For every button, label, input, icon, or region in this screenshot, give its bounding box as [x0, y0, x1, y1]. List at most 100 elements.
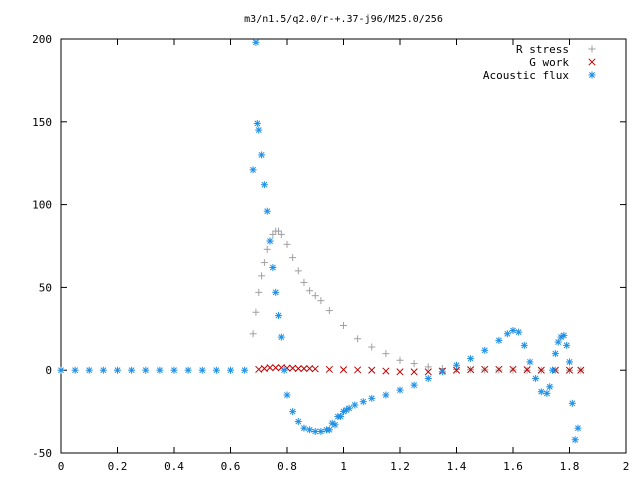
data-point — [396, 368, 404, 376]
data-point — [300, 424, 308, 432]
data-point — [339, 366, 348, 374]
data-point — [325, 426, 333, 434]
data-point — [311, 292, 319, 300]
legend-marker — [588, 71, 596, 79]
data-point — [294, 267, 302, 275]
data-point — [563, 341, 571, 349]
data-point — [396, 386, 404, 394]
data-point — [351, 401, 359, 409]
legend-marker — [588, 45, 596, 53]
data-point — [269, 264, 277, 272]
data-point — [438, 368, 446, 376]
data-point — [331, 421, 339, 429]
data-point — [453, 361, 460, 369]
data-point — [306, 287, 314, 295]
data-point — [255, 126, 263, 134]
data-point — [277, 230, 285, 238]
data-point — [568, 399, 576, 407]
y-tick-label: 0 — [45, 364, 52, 377]
data-point — [551, 350, 559, 358]
data-point — [198, 366, 206, 374]
y-tick-label: -50 — [32, 447, 52, 460]
legend-label: R stress — [516, 43, 569, 56]
data-point — [515, 328, 523, 336]
data-point — [311, 365, 319, 373]
data-point — [71, 366, 79, 374]
data-point — [410, 368, 418, 376]
data-point — [260, 181, 268, 189]
data-point — [571, 436, 579, 444]
data-point — [114, 366, 121, 374]
x-tick-label: 0 — [58, 460, 65, 473]
data-point — [306, 364, 314, 373]
data-point — [467, 366, 475, 374]
data-point — [424, 363, 432, 371]
legend-label: Acoustic flux — [483, 69, 569, 82]
data-point — [537, 388, 545, 396]
x-tick-label: 2 — [623, 460, 630, 473]
data-point — [99, 366, 107, 374]
data-point — [554, 338, 562, 346]
data-point — [212, 366, 220, 374]
data-point — [337, 413, 345, 421]
data-point — [410, 360, 418, 368]
data-point — [289, 408, 297, 416]
legend-label: G work — [529, 56, 569, 69]
data-point — [294, 418, 302, 426]
data-point — [263, 207, 271, 215]
data-point — [249, 166, 257, 174]
y-tick-label: 50 — [39, 281, 52, 294]
data-point — [300, 278, 308, 286]
data-point — [396, 356, 404, 364]
data-point — [537, 366, 545, 374]
series-0 — [249, 227, 585, 374]
data-point — [317, 427, 325, 435]
data-point — [255, 288, 263, 296]
data-point — [317, 297, 325, 305]
data-point — [354, 366, 362, 374]
y-tick-label: 150 — [32, 116, 52, 129]
data-point — [260, 364, 268, 373]
data-point — [275, 312, 283, 320]
data-point — [227, 366, 234, 374]
series-2 — [57, 38, 582, 444]
data-point — [481, 346, 489, 354]
data-point — [368, 366, 376, 374]
data-point — [85, 366, 93, 374]
data-point — [509, 326, 517, 334]
data-point — [382, 350, 390, 358]
series-1 — [255, 364, 585, 376]
data-point — [252, 308, 260, 316]
data-point — [526, 358, 534, 366]
data-point — [325, 307, 333, 315]
data-point — [128, 366, 136, 374]
data-point — [340, 321, 347, 329]
x-tick-label: 1.4 — [447, 460, 467, 473]
data-point — [260, 259, 268, 267]
data-point — [523, 366, 531, 374]
data-point — [382, 367, 390, 375]
data-point — [549, 366, 557, 374]
data-point — [410, 381, 418, 389]
data-point — [560, 331, 568, 339]
data-point — [277, 333, 285, 341]
data-point — [283, 240, 291, 248]
data-point — [359, 398, 367, 406]
chart-title: m3/n1.5/q2.0/r-+.37-j96/M25.0/256 — [244, 14, 443, 25]
data-point — [57, 366, 65, 374]
y-tick-label: 200 — [32, 33, 52, 46]
data-point — [283, 391, 291, 399]
data-point — [266, 364, 274, 372]
data-point — [184, 366, 192, 374]
data-point — [258, 272, 266, 280]
data-point — [532, 374, 540, 382]
data-point — [253, 119, 261, 127]
data-point — [249, 330, 257, 338]
data-point — [272, 364, 280, 372]
data-point — [382, 391, 390, 399]
data-point — [241, 366, 249, 374]
x-tick-label: 0.6 — [221, 460, 241, 473]
data-point — [546, 383, 554, 391]
